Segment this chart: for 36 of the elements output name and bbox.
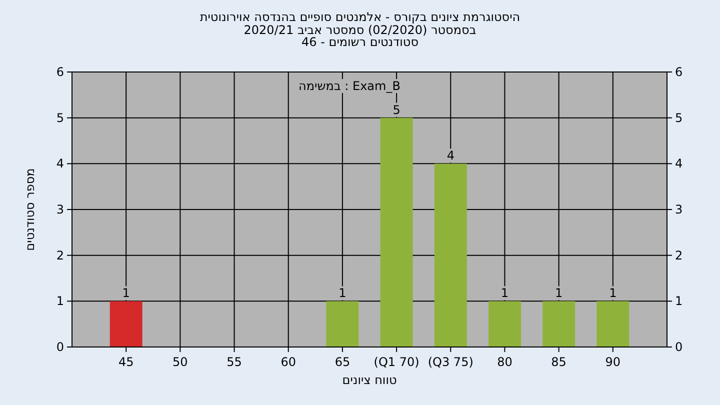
x-tick-label: (Q1 70) bbox=[374, 355, 420, 369]
x-tick-label: 80 bbox=[497, 355, 512, 369]
y-tick-label: 1 bbox=[56, 294, 64, 308]
data-label: 1 bbox=[338, 286, 346, 300]
x-tick-label: 90 bbox=[605, 355, 621, 369]
y-tick-label: 0 bbox=[56, 340, 64, 354]
x-tick-label: 55 bbox=[226, 355, 242, 369]
x-tick-label: 45 bbox=[118, 355, 134, 369]
data-label: 4 bbox=[446, 148, 454, 163]
chart-subtitle: בסמסטר (02/2020) סמסטר אביב 2020/21 סטודנטים רשומים - 46 bbox=[244, 23, 476, 49]
data-label: 1 bbox=[609, 286, 617, 300]
y2-tick-label: 5 bbox=[675, 110, 683, 125]
x-tick-label: 85 bbox=[551, 355, 566, 369]
data-label: 1 bbox=[122, 286, 130, 300]
y2-tick-label: 1 bbox=[675, 294, 683, 308]
annotation: במשימה : Exam_B bbox=[298, 79, 400, 93]
y2-tick-label: 2 bbox=[675, 248, 683, 262]
y-tick-label: 2 bbox=[56, 248, 64, 262]
y2-tick-label: 0 bbox=[675, 340, 683, 354]
data-label: 5 bbox=[392, 102, 400, 117]
y-tick-label: 4 bbox=[56, 156, 64, 171]
x-tick-label: 60 bbox=[280, 355, 296, 369]
y2-tick-label: 6 bbox=[675, 65, 683, 79]
data-label: 1 bbox=[500, 286, 509, 300]
chart-title: היסטוגרמת ציונים בקורס - אלמנטים סופיים בהנדסה אוירונוטית bbox=[200, 10, 520, 24]
x-tick-label: 50 bbox=[172, 355, 188, 369]
x-tick-label: (Q3 75) bbox=[428, 355, 474, 369]
x-axis-title: טווח ציונים bbox=[342, 373, 397, 387]
y-tick-label: 5 bbox=[56, 110, 64, 125]
y-tick-label: 6 bbox=[56, 65, 64, 79]
y-axis-title: מספר סטודנטים bbox=[23, 168, 37, 251]
x-tick-label: 65 bbox=[334, 355, 350, 369]
data-label: 1 bbox=[555, 286, 563, 300]
y2-tick-label: 4 bbox=[675, 156, 683, 171]
y2-tick-label: 3 bbox=[675, 202, 683, 216]
y-tick-label: 3 bbox=[56, 202, 64, 216]
